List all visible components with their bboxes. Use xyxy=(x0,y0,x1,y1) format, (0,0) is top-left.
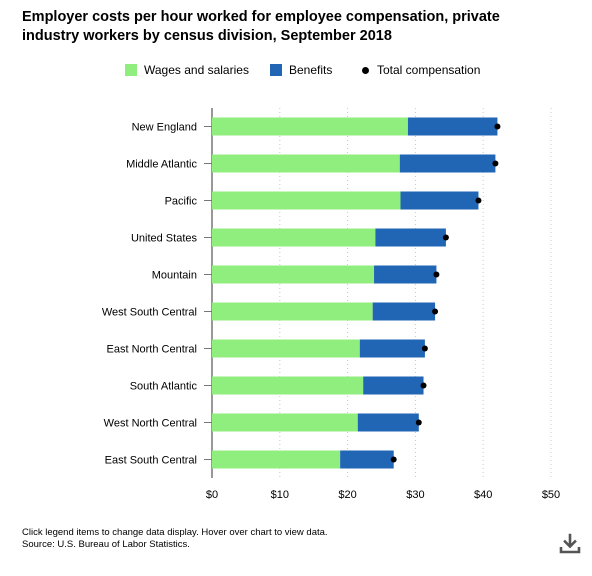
bar-wages xyxy=(212,339,360,358)
total-marker xyxy=(475,197,482,204)
category-label: South Atlantic xyxy=(130,381,198,393)
bar-wages xyxy=(212,450,341,469)
download-icon[interactable] xyxy=(558,532,582,556)
total-marker xyxy=(433,271,440,278)
legend-label-total: Total compensation xyxy=(377,63,481,77)
x-tick-label: $0 xyxy=(206,489,218,501)
category-label: West North Central xyxy=(104,418,197,430)
total-marker xyxy=(415,419,422,426)
legend-item-wages[interactable]: Wages and salaries xyxy=(125,63,249,77)
category-label: West South Central xyxy=(102,307,197,319)
bar-benefits xyxy=(399,154,496,173)
legend-item-total[interactable]: Total compensation xyxy=(362,63,480,77)
category-label: East North Central xyxy=(107,344,197,356)
total-marker xyxy=(390,456,397,463)
footer-instructions: Click legend items to change data displa… xyxy=(22,527,328,538)
bar-wages xyxy=(212,117,408,136)
bar-benefits xyxy=(374,265,437,284)
bar-benefits xyxy=(375,228,446,247)
bar-wages xyxy=(212,154,400,173)
category-label: United States xyxy=(131,233,198,245)
bar-benefits xyxy=(372,302,436,321)
chart-plot[interactable]: $0 $10 $20 $30 $40 $50 New England Middle Atlan… xyxy=(0,0,592,520)
legend-label-benefits: Benefits xyxy=(289,63,333,77)
bar-wages xyxy=(212,228,376,247)
category-label: Mountain xyxy=(152,270,197,282)
x-tick-label: $40 xyxy=(474,489,492,501)
bar-wages xyxy=(212,265,375,284)
footer-source: Source: U.S. Bureau of Labor Statistics. xyxy=(22,539,190,550)
legend-item-benefits[interactable]: Benefits xyxy=(270,63,332,77)
bar-benefits xyxy=(359,339,425,358)
bar-benefits xyxy=(400,191,479,210)
legend: Wages and salaries Benefits Total compen… xyxy=(0,63,592,83)
bar-benefits xyxy=(340,450,394,469)
bar-wages xyxy=(212,302,373,321)
chart-title: Employer costs per hour worked for emplo… xyxy=(22,9,500,44)
bar-benefits xyxy=(357,413,419,432)
x-tick-label: $50 xyxy=(542,489,560,501)
total-marker xyxy=(442,234,449,241)
bar-wages xyxy=(212,376,364,395)
bar-benefits xyxy=(407,117,498,136)
category-label: New England xyxy=(132,122,197,134)
x-tick-label: $30 xyxy=(406,489,424,501)
category-label: Pacific xyxy=(165,196,198,208)
total-marker xyxy=(494,123,501,130)
legend-label-wages: Wages and salaries xyxy=(144,63,249,77)
total-marker xyxy=(362,66,369,74)
benefits-swatch xyxy=(270,64,282,76)
bar-wages xyxy=(212,413,358,432)
category-label: East South Central xyxy=(105,455,197,467)
total-marker xyxy=(432,308,439,315)
total-marker xyxy=(421,345,428,352)
footer: Click legend items to change data displa… xyxy=(22,527,328,551)
x-tick-label: $20 xyxy=(338,489,356,501)
bar-benefits xyxy=(363,376,424,395)
total-marker xyxy=(492,160,499,167)
total-marker xyxy=(420,382,427,389)
wages-swatch xyxy=(125,64,137,76)
category-label: Middle Atlantic xyxy=(126,159,197,171)
bar-wages xyxy=(212,191,401,210)
x-tick-label: $10 xyxy=(271,489,289,501)
